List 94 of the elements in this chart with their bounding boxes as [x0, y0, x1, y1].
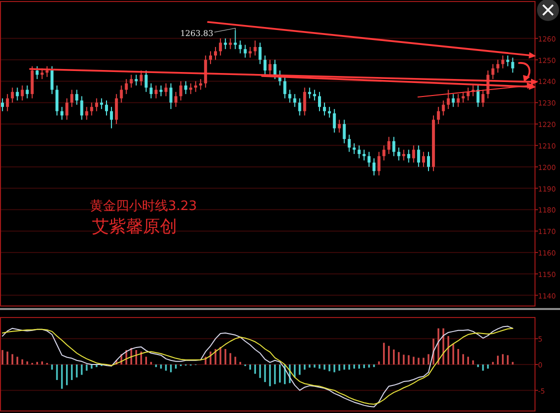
candlestick — [90, 102, 94, 116]
candlestick — [387, 136, 390, 154]
candlestick — [204, 55, 208, 88]
candlestick — [313, 89, 316, 101]
candlestick — [446, 89, 450, 110]
candlestick — [402, 149, 406, 161]
candlestick — [60, 106, 64, 120]
candlestick — [392, 136, 396, 157]
candlestick — [214, 46, 217, 60]
candlestick — [105, 100, 108, 116]
candlestick — [184, 80, 188, 95]
candlestick — [273, 59, 276, 80]
candlestick — [397, 147, 400, 161]
candlestick — [224, 38, 227, 50]
candlestick — [244, 44, 247, 58]
candlestick — [164, 82, 168, 97]
candlestick — [144, 70, 148, 92]
candlestick — [199, 78, 202, 90]
candlestick — [110, 106, 113, 129]
candlestick — [30, 66, 34, 99]
candlestick — [264, 55, 267, 76]
candlestick — [372, 158, 376, 176]
candlestick — [65, 98, 68, 120]
candlestick — [377, 151, 380, 176]
candlestick — [511, 57, 514, 74]
candlestick — [209, 50, 212, 65]
candlestick — [228, 38, 232, 50]
candlestick — [194, 80, 198, 92]
candlestick — [160, 84, 162, 97]
candlestick — [427, 151, 430, 172]
candlestick — [55, 84, 58, 116]
candlestick — [10, 87, 14, 104]
candlestick — [130, 74, 133, 88]
candlestick — [95, 98, 98, 112]
candlestick — [322, 102, 326, 116]
candlestick — [318, 91, 321, 112]
candlestick — [412, 144, 416, 164]
candlestick — [496, 59, 500, 74]
candlestick — [120, 84, 123, 104]
candlestick — [476, 84, 480, 108]
candlestick — [482, 89, 484, 108]
text: 黄金四小时线3.23 — [90, 199, 197, 214]
candlestick — [0, 98, 4, 112]
annotation: 1263.83 — [180, 29, 214, 38]
candlestick — [342, 119, 346, 144]
candlestick — [328, 106, 331, 118]
candlestick — [407, 149, 410, 164]
candlestick — [258, 42, 262, 65]
candlestick — [332, 108, 336, 134]
candlestick — [283, 76, 286, 99]
candlestick — [254, 40, 257, 56]
candlestick — [368, 151, 371, 168]
candlestick — [234, 30, 237, 50]
candlestick — [338, 119, 341, 134]
candlestick — [169, 82, 172, 110]
candlestick — [189, 82, 192, 95]
candlestick — [50, 66, 54, 95]
candlestick — [462, 91, 465, 104]
candlestick — [75, 89, 78, 106]
candlestick — [501, 55, 504, 69]
candlestick — [174, 91, 178, 108]
candlestick — [100, 98, 104, 110]
candlestick — [303, 87, 306, 116]
candlestick — [179, 80, 182, 101]
candlestick — [134, 74, 138, 86]
candlestick — [382, 144, 386, 161]
candlestick — [268, 59, 272, 76]
candlestick — [140, 70, 143, 86]
candlestick — [6, 94, 9, 112]
candlestick — [70, 89, 74, 108]
candlestick — [36, 66, 39, 80]
candlestick — [248, 46, 252, 58]
candlestick — [298, 98, 302, 116]
candlestick — [308, 87, 312, 99]
candlestick — [362, 149, 366, 161]
candlestick — [218, 38, 222, 56]
candlestick — [154, 84, 158, 99]
candlestick — [288, 89, 292, 104]
candlestick — [150, 82, 153, 99]
candlestick — [20, 84, 24, 101]
candlestick — [124, 78, 128, 95]
candlestick — [456, 94, 460, 108]
text: 艾紫馨原创 — [92, 217, 177, 237]
candlestick — [452, 94, 455, 108]
candlestick — [442, 100, 445, 116]
candlestick — [422, 151, 426, 168]
candlestick — [85, 106, 88, 120]
candlestick — [352, 142, 356, 154]
candlestick — [114, 94, 118, 125]
candlestick — [358, 144, 361, 159]
candlestick — [417, 144, 420, 168]
candlestick — [16, 87, 19, 101]
candlestick — [436, 106, 440, 125]
candlestick — [491, 64, 494, 80]
